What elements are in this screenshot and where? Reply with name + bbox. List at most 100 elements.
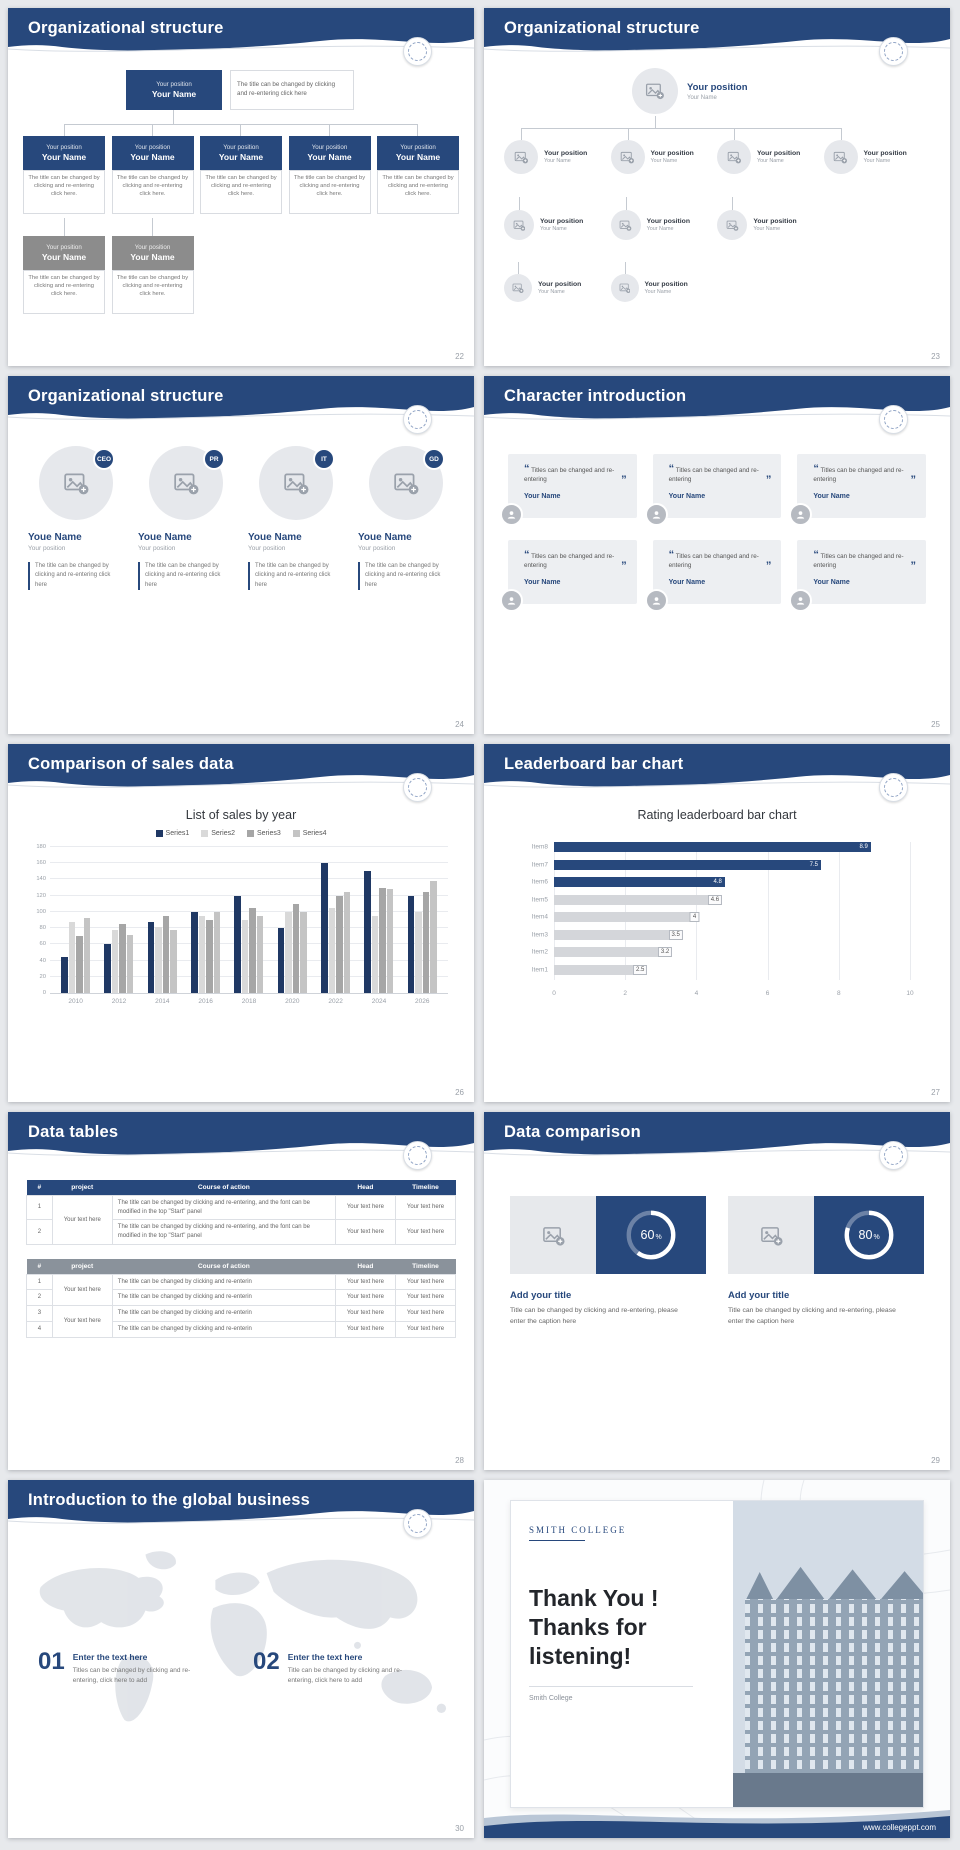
legend-swatch (201, 830, 209, 837)
table-cell: Your text here (51, 1305, 113, 1338)
bar (213, 911, 221, 993)
quote-close: ” (621, 474, 627, 487)
table-header-cell: Head (335, 1258, 396, 1275)
image-placeholder-icon (717, 140, 751, 174)
profile-card: IT Youe Name Your position The title can… (248, 446, 344, 590)
bar (379, 887, 386, 993)
item-number: 01 (38, 1648, 65, 1675)
connector-line (64, 124, 418, 125)
image-placeholder-icon: CEO (39, 446, 115, 520)
slide-thumbnail-22[interactable]: Organizational structure Your position Y… (8, 8, 474, 366)
value-label: 8.9 (859, 844, 868, 850)
image-placeholder-icon (823, 140, 858, 174)
profile-description: The title can be changed by clicking and… (248, 562, 344, 590)
org-row-1: Your position Your Name Your position Your… (504, 128, 930, 174)
person-avatar-icon (789, 503, 813, 526)
donut-percentage: 80% (858, 1228, 880, 1242)
slide-thumbnail-30[interactable]: Introduction to the global business 0 (8, 1480, 474, 1838)
quote-card: “ Titles can be changed and re-entering … (644, 454, 782, 526)
quote-close: ” (910, 560, 917, 573)
org-node-position: Your position (134, 244, 171, 251)
org-node-name: Your Name (395, 152, 441, 162)
slide-thumbnail-thank-you[interactable]: SMITH COLLEGE Thank You ! Thanks for lis… (484, 1480, 950, 1838)
table-row: 1 Your text here The title can be changed … (26, 1194, 457, 1245)
table-cell: Your text here (394, 1289, 457, 1307)
slide-thumbnail-23[interactable]: Organizational structure Your position Y… (484, 8, 950, 366)
org-root-description: The title can be changed by clicking and… (230, 70, 354, 110)
slide-thumbnail-27[interactable]: Leaderboard bar chart Rating leaderboard… (484, 744, 950, 1102)
thank-you-line-2: Thanks for listening! (529, 1613, 647, 1670)
chart-plot-area: 0 2 4 6 8 10 Item8 8.9 Item7 7.5 Item6 4.8 Item5 4.6 I… (532, 842, 914, 997)
profile-position: Your position (248, 545, 286, 552)
x-axis-label: 10 (906, 990, 914, 997)
quote-open: “ (668, 549, 675, 561)
college-emblem-icon (879, 405, 908, 434)
bar (126, 934, 134, 993)
chart-legend: Series1 Series2 Series3 Series4 (8, 830, 474, 837)
slide-title: Data tables (28, 1123, 119, 1141)
slide-header: Leaderboard bar chart (484, 744, 950, 802)
table-cell: Your text here (334, 1320, 396, 1338)
college-emblem-icon (879, 773, 908, 802)
slide-thumbnail-25[interactable]: Character introduction “ Titles can be c… (484, 376, 950, 734)
x-axis-label: 2026 (415, 998, 430, 1005)
x-axis-label: 8 (836, 990, 841, 997)
gridline (50, 846, 448, 847)
connector-line (655, 116, 656, 128)
bar-cluster (314, 847, 357, 993)
college-emblem-icon (403, 1509, 432, 1538)
bar (336, 895, 343, 993)
org-node-name: Your Name (644, 289, 672, 295)
item-body: Titles can be changed by clicking and re… (72, 1667, 191, 1685)
org-branch: Your position Your Name The title can be … (377, 136, 459, 214)
profile-name: Youe Name (138, 532, 192, 543)
org-node-name: Your Name (218, 152, 264, 162)
x-axis-label: 2020 (285, 998, 300, 1005)
org-node-position: Your position (311, 144, 348, 151)
table-row: 2 The title can be changed by clicking an… (26, 1219, 457, 1245)
slide-thumbnail-28[interactable]: Data tables # project Course of action Head… (8, 1112, 474, 1470)
bar-cluster (271, 847, 314, 993)
x-axis-label: 6 (765, 990, 770, 997)
bar (170, 929, 177, 993)
x-axis-label: 2012 (111, 998, 127, 1005)
page-number: 22 (455, 352, 464, 361)
college-name-sub: Smith College (529, 1695, 573, 1703)
role-badge: CEO (93, 448, 115, 470)
table-cell: Your text here (51, 1273, 113, 1307)
card-heading: Add your title (510, 1290, 572, 1301)
campus-photo (733, 1501, 923, 1807)
table-header-cell: Course of action (112, 1258, 336, 1275)
org-node-description: The title can be changed by clicking and… (111, 270, 194, 314)
slide-thumbnail-29[interactable]: Data comparison 60% (484, 1112, 950, 1470)
college-emblem-icon (403, 405, 432, 434)
quote-open: “ (813, 463, 819, 475)
x-axis-label: 2016 (198, 998, 213, 1005)
table-cell: Your text here (394, 1273, 457, 1291)
quote-author: Your Name (813, 492, 850, 500)
gridline (625, 842, 627, 980)
slide-thumbnail-24[interactable]: Organizational structure CEO Youe Name Y… (8, 376, 474, 734)
x-axis-label: 2018 (241, 998, 257, 1005)
header-wave (484, 376, 950, 420)
slide-thumbnail-26[interactable]: Comparison of sales data List of sales b… (8, 744, 474, 1102)
data-table-secondary: # project Course of action Head Timeline 1 You… (26, 1258, 457, 1338)
org-node-description: The title can be changed by clicking and… (111, 170, 194, 214)
org-node-description: The title can be changed by clicking and… (200, 170, 282, 214)
page-number: 25 (931, 720, 940, 729)
bar-row: Item4 4 (532, 912, 910, 922)
table-cell: Your text here (394, 1219, 457, 1245)
org-node-position: Your position (687, 81, 748, 93)
header-wave (8, 744, 474, 788)
legend-label: Series2 (211, 830, 235, 837)
table-header-cell: project (52, 1258, 113, 1275)
table-header-cell: # (26, 1258, 53, 1275)
footer-wave (484, 1810, 950, 1838)
y-axis-label: 100 (36, 908, 46, 915)
legend-item: Series3 (247, 830, 281, 837)
person-avatar-icon (500, 503, 523, 526)
page-number: 29 (931, 1456, 940, 1465)
bar (364, 871, 371, 993)
value-label: 2.5 (632, 964, 648, 975)
slide-title: Comparison of sales data (28, 755, 234, 773)
